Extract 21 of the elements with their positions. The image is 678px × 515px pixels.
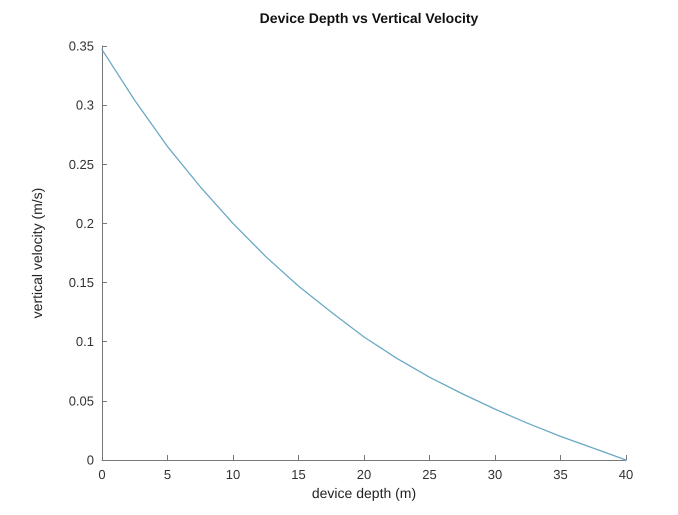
x-axis-title: device depth (m) [312,485,416,501]
x-tick-label: 0 [98,467,106,482]
x-tick-label: 35 [553,467,568,482]
x-tick-label: 15 [291,467,306,482]
x-tick-label: 10 [226,467,240,482]
y-tick-label: 0.25 [68,156,94,172]
y-axis-title: vertical velocity (m/s) [29,188,45,318]
y-tick-label: 0.05 [68,393,94,408]
line-series [101,48,627,461]
x-tick-label: 25 [422,467,437,482]
x-tick-label: 30 [488,467,502,482]
y-tick-label: 0.3 [76,98,94,113]
y-tick-label: 0.35 [68,38,94,54]
y-tick-label: 0 [86,452,94,468]
y-tick-label: 0.1 [76,334,94,350]
x-tick-label: 20 [356,467,372,482]
y-tick-label: 0.15 [68,275,94,290]
y-tick-label: 0.2 [76,216,94,231]
chart-title: Device Depth vs Vertical Velocity [260,10,479,26]
x-tick-label: 40 [618,467,634,482]
x-tick-label: 5 [164,467,172,482]
